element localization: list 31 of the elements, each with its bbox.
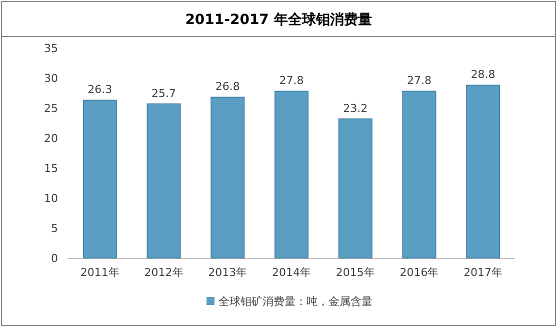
data-label: 27.8 (406, 74, 432, 88)
x-tick-label: 2015年 (336, 266, 375, 279)
x-tick-label: 2017年 (464, 266, 503, 279)
bar (338, 118, 372, 258)
data-label: 25.7 (152, 86, 176, 100)
y-tick-label: 35 (44, 42, 58, 55)
data-label: 26.8 (215, 80, 240, 94)
y-tick-label: 30 (44, 72, 58, 85)
data-label: 23.2 (343, 102, 368, 115)
bar (402, 90, 436, 258)
chart-title: 2011-2017 年全球钼消费量 (185, 12, 372, 28)
bar (466, 84, 500, 258)
y-tick-label: 0 (51, 252, 58, 265)
y-tick-label: 25 (44, 102, 58, 115)
data-label: 27.8 (279, 74, 304, 88)
y-tick-label: 15 (44, 162, 58, 175)
x-tick-label: 2012年 (144, 266, 184, 279)
x-tick-label: 2016年 (400, 266, 439, 279)
bar (274, 90, 309, 258)
bar (146, 103, 181, 258)
y-tick-label: 5 (51, 222, 58, 235)
y-tick-label: 20 (44, 132, 58, 145)
x-tick-label: 2014年 (272, 266, 311, 279)
x-tick-label: 2013年 (208, 266, 248, 279)
bar (82, 100, 117, 258)
x-tick-label: 2011年 (80, 266, 120, 279)
legend-label: 全球钼矿消费量：吨，金属含量 (218, 295, 372, 308)
y-tick-label: 10 (44, 192, 58, 205)
data-label: 28.8 (470, 68, 496, 82)
data-label: 26.3 (88, 83, 112, 96)
bar (210, 96, 245, 258)
